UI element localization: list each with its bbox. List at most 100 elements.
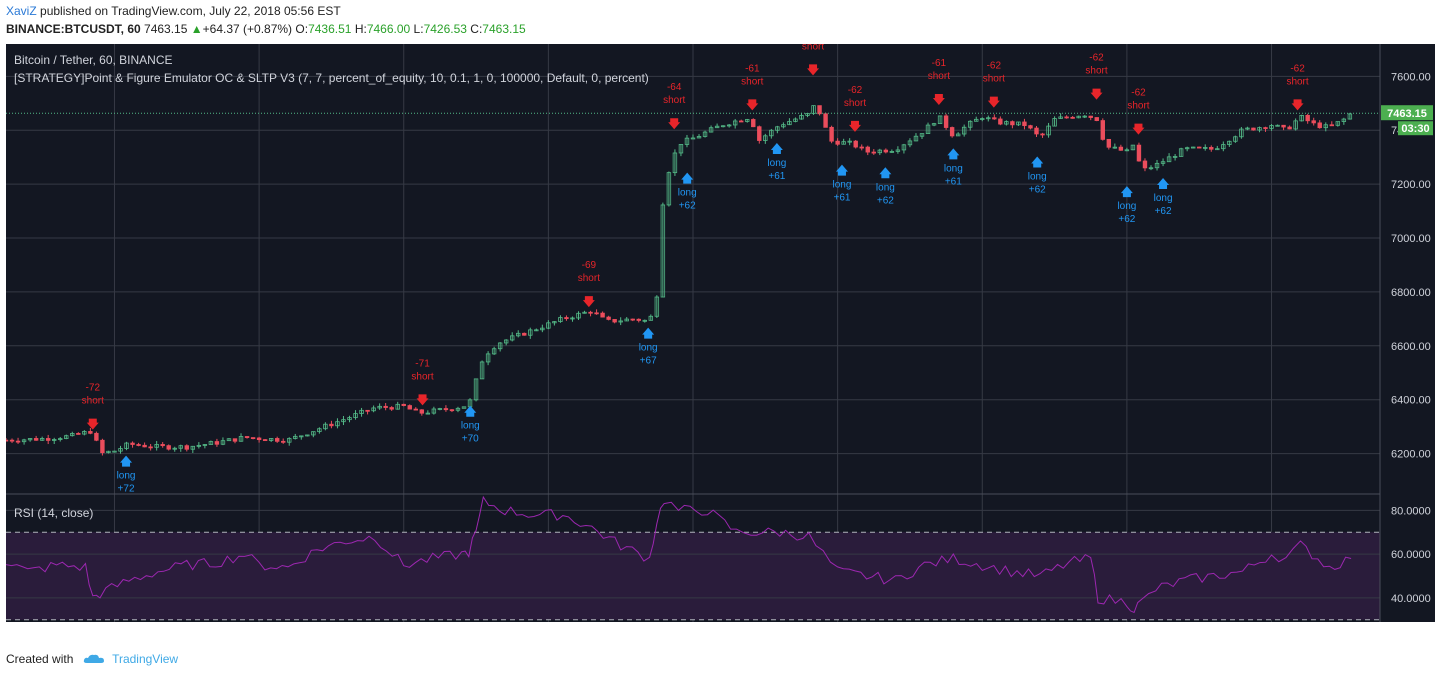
candle-body [714, 125, 720, 129]
rsi-title[interactable]: RSI (14, close) [14, 506, 93, 520]
candle-body [449, 409, 455, 412]
candle-body [1257, 127, 1262, 131]
candle-body [1215, 148, 1220, 151]
candle-body [1251, 127, 1256, 131]
candle-body [88, 431, 93, 434]
long-label: long [1154, 193, 1173, 204]
author-link[interactable]: XaviZ [6, 4, 37, 18]
candle-body [1293, 120, 1298, 130]
rsi-axis[interactable]: 40.0000 60.0000 80.0000 [1391, 505, 1431, 605]
long-pnl: +62 [1118, 214, 1135, 225]
rsi-band [6, 532, 1380, 620]
long-arrow-icon [120, 455, 133, 467]
long-pnl: +62 [877, 195, 894, 206]
symbol-line: BINANCE:BTCUSDT, 60 7463.15 ▲+64.37 (+0.… [6, 22, 526, 36]
candle-body [1100, 120, 1105, 140]
candle-body [27, 438, 33, 441]
candle-body [678, 144, 684, 154]
candle-body [955, 133, 961, 137]
candle-body [823, 113, 828, 128]
candle-body [998, 118, 1003, 125]
candle-body [1142, 160, 1148, 169]
candle-body [745, 119, 750, 122]
candle-body [1329, 124, 1334, 127]
candle-body [70, 433, 75, 437]
strategy-title[interactable]: [STRATEGY]Point & Figure Emulator OC & S… [14, 71, 649, 85]
candle-body [311, 431, 316, 436]
candle-body [329, 423, 334, 427]
candle-body [1136, 144, 1142, 162]
candle-body [154, 444, 159, 448]
candle-body [250, 437, 256, 439]
candle-body [1221, 144, 1226, 150]
candle-body [166, 445, 171, 450]
long-arrow-icon [681, 172, 694, 184]
candle-body [522, 332, 527, 336]
candle-body [1323, 124, 1328, 129]
candle-body [461, 406, 467, 409]
candle-body [552, 321, 557, 324]
candle-body [889, 151, 895, 153]
candle-body [726, 124, 732, 127]
candle-body [437, 408, 443, 410]
candle-body [130, 442, 135, 445]
price-tick-label: 7000.00 [1391, 233, 1431, 245]
candle-body [666, 172, 672, 206]
short-pnl: -61 [745, 63, 760, 74]
long-pnl: +67 [640, 356, 657, 367]
candle-body [907, 140, 913, 146]
long-pnl: +72 [118, 484, 135, 495]
short-pnl: -72 [86, 383, 101, 394]
candle-body [853, 140, 858, 148]
short-pnl: -62 [1290, 63, 1305, 74]
long-pnl: +61 [833, 193, 850, 204]
candle-body [1022, 121, 1027, 127]
long-label: long [1028, 171, 1047, 182]
candle-body [564, 317, 569, 320]
short-label: short [578, 273, 600, 284]
candle-body [401, 403, 406, 406]
candle-body [21, 439, 27, 443]
candle-body [943, 115, 949, 128]
short-label: short [663, 95, 685, 106]
short-label: short [411, 371, 433, 382]
candle-body [1341, 118, 1347, 122]
candle-body [1094, 117, 1099, 121]
long-pnl: +61 [945, 176, 962, 187]
candle-body [64, 435, 69, 439]
price-tick-label: 6600.00 [1391, 341, 1431, 353]
candle-body [696, 136, 702, 139]
candle-body [281, 440, 286, 443]
candle-body [178, 445, 183, 449]
candle-body [672, 152, 678, 174]
price-tick-label: 6800.00 [1391, 287, 1431, 299]
countdown-badge-text: 03:30 [1401, 123, 1429, 135]
price-tick-label: 6200.00 [1391, 449, 1431, 461]
candle-body [992, 117, 997, 120]
long-arrow-icon [879, 167, 892, 179]
candle-body [835, 140, 840, 145]
candle-body [124, 442, 129, 449]
long-label: long [876, 182, 895, 193]
tradingview-link[interactable]: TradingView [112, 652, 179, 666]
price-axis[interactable]: 6200.00 6400.00 6600.00 6800.00 7000.00 7200.… [1391, 71, 1431, 460]
candle-body [455, 407, 461, 411]
candle-body [949, 127, 955, 137]
price-badge-text: 7463.15 [1387, 108, 1427, 120]
candle-body [1172, 156, 1178, 158]
chart-area[interactable]: short -72 long +72 short -71 long +70 short -69 lo… [6, 44, 1435, 622]
candle-body [763, 135, 768, 141]
candle-body [576, 312, 581, 319]
candle-body [76, 433, 81, 435]
short-label: short [928, 71, 950, 82]
candle-body [341, 419, 346, 423]
candle-body [618, 320, 623, 323]
candle-body [413, 408, 418, 411]
candle-body [1124, 149, 1130, 152]
candle-body [841, 141, 846, 145]
rsi-tick-label: 80.0000 [1391, 505, 1431, 517]
candle-body [986, 117, 991, 120]
candle-body [516, 332, 521, 337]
candle-body [980, 118, 985, 120]
short-pnl: -64 [667, 82, 682, 93]
